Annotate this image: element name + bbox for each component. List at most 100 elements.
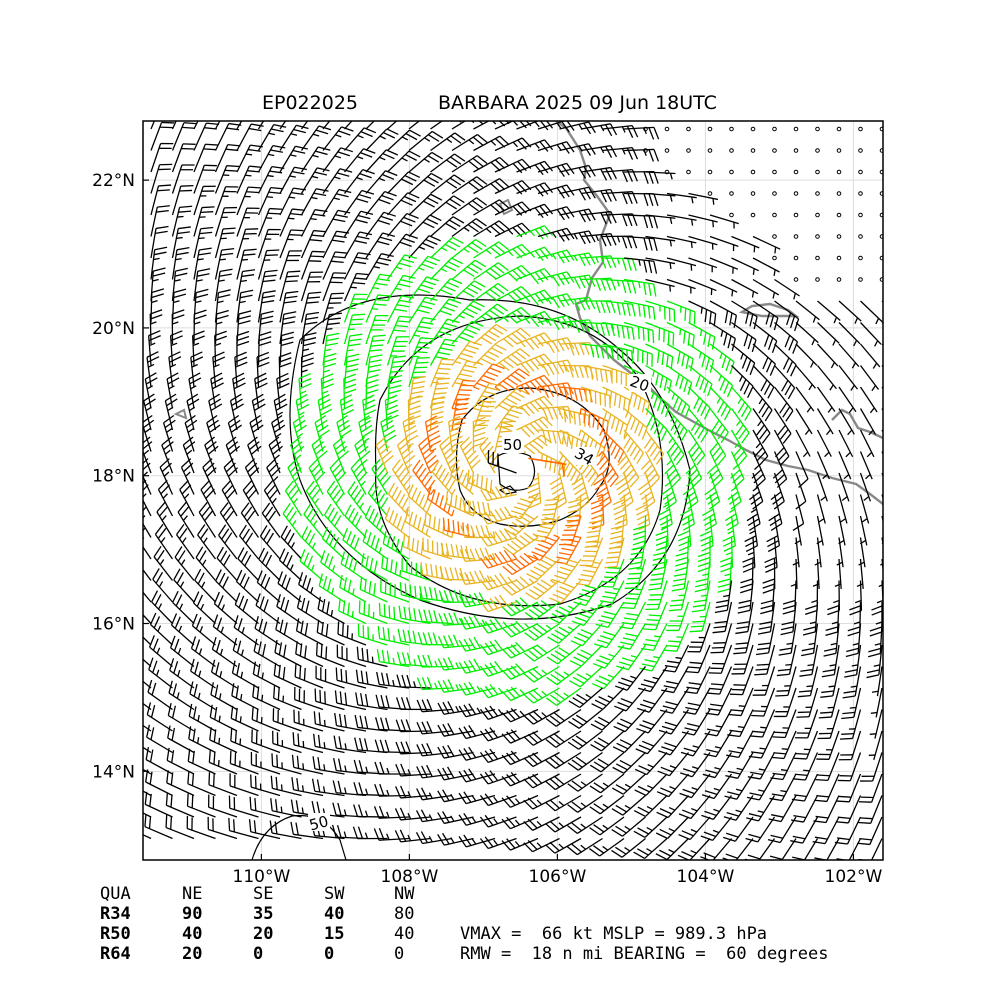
wind-barb <box>473 156 510 173</box>
wind-barb <box>666 321 695 348</box>
wind-barb <box>386 336 410 366</box>
wind-barb <box>774 278 800 300</box>
wind-barb <box>408 235 441 259</box>
calm-marker <box>815 234 820 239</box>
wind-barb <box>473 363 505 390</box>
calm-marker <box>815 126 820 132</box>
wind-barb <box>666 364 693 395</box>
wind-barb <box>752 300 779 331</box>
wind-barb <box>214 227 236 259</box>
wind-barb <box>580 255 617 269</box>
wind-barb <box>408 296 438 323</box>
wind-barb <box>279 187 306 216</box>
wind-barb <box>559 296 596 311</box>
wind-barb <box>580 188 617 203</box>
wind-barb <box>817 300 841 324</box>
wind-barb <box>774 343 797 377</box>
wind-barb <box>645 214 676 225</box>
row-r50-label: R50 <box>100 924 131 944</box>
wind-barb <box>537 382 574 398</box>
wind-barb <box>795 343 818 368</box>
wind-barb <box>257 207 283 237</box>
wind-barb <box>214 122 242 151</box>
wind-barb <box>731 278 759 298</box>
wind-barb <box>322 352 337 388</box>
wind-barb <box>214 309 229 345</box>
wind-barb <box>171 143 196 173</box>
wind-barb <box>408 357 430 388</box>
wind-barb <box>516 268 554 285</box>
wind-barb <box>731 343 756 376</box>
wind-barb <box>236 330 250 366</box>
wind-barb <box>430 236 464 259</box>
calm-marker <box>879 148 883 153</box>
wind-barb <box>688 278 717 296</box>
wind-barb <box>451 259 487 280</box>
calm-marker <box>643 148 648 153</box>
wind-barb <box>666 214 697 226</box>
calm-marker <box>815 212 820 218</box>
wind-barb <box>171 184 194 216</box>
calm-marker <box>707 126 713 132</box>
wind-barb <box>279 229 304 259</box>
wind-barb <box>430 257 464 280</box>
wind-barb <box>322 147 353 173</box>
wind-barb <box>645 278 675 292</box>
calm-marker <box>729 191 734 196</box>
wind-barb <box>387 171 421 194</box>
calm-marker <box>793 212 799 218</box>
wind-barb <box>623 300 656 320</box>
wind-barb <box>688 235 718 250</box>
calm-marker <box>836 191 842 196</box>
calm-marker <box>836 169 842 175</box>
wind-barb <box>343 169 375 194</box>
island-coast <box>738 302 800 318</box>
calm-marker <box>772 212 777 218</box>
calm-marker <box>686 126 691 132</box>
wind-barb <box>473 220 510 238</box>
table-header-ne: NE <box>182 884 203 904</box>
wind-barb <box>193 121 199 130</box>
summary-vmax-mslp: VMAX = 66 kt MSLP = 989.3 hPa <box>460 924 768 944</box>
wind-barb <box>795 300 820 323</box>
wind-barb <box>516 160 554 176</box>
wind-barb <box>430 121 462 130</box>
wind-barb <box>688 343 715 373</box>
wind-barb <box>752 321 778 354</box>
calm-marker <box>772 126 777 132</box>
row-r34-ne: 90 <box>182 904 203 924</box>
wind-barb <box>343 333 363 366</box>
wind-barb <box>602 124 639 138</box>
wind-barb <box>709 235 739 252</box>
calm-marker <box>772 191 777 196</box>
wind-barb <box>623 278 657 297</box>
wind-barb <box>300 311 320 345</box>
wind-barb <box>343 313 366 345</box>
wind-barb <box>709 321 736 351</box>
wind-barb <box>236 186 261 216</box>
calm-marker <box>793 148 799 153</box>
wind-barb <box>300 271 324 302</box>
wind-barb <box>473 262 509 281</box>
wind-barb <box>214 143 241 173</box>
wind-barb <box>666 192 697 204</box>
wind-barb <box>408 214 442 237</box>
wind-barb <box>859 365 880 392</box>
row-r50-ne: 40 <box>182 924 203 944</box>
wind-barb <box>343 252 371 280</box>
wind-barb <box>343 353 360 388</box>
wind-barb <box>817 322 840 346</box>
calm-marker <box>750 126 756 132</box>
wind-barb <box>666 278 696 294</box>
wind-barb <box>559 230 596 245</box>
wind-barb <box>279 250 302 280</box>
wind-barb <box>602 168 638 183</box>
wind-barb <box>365 273 393 302</box>
wind-barb <box>623 148 660 162</box>
calm-marker <box>836 126 842 132</box>
wind-barb <box>580 364 613 384</box>
wind-barb <box>300 209 328 237</box>
wind-barb <box>773 386 794 422</box>
wind-barb <box>795 365 816 391</box>
wind-barb <box>645 192 676 202</box>
